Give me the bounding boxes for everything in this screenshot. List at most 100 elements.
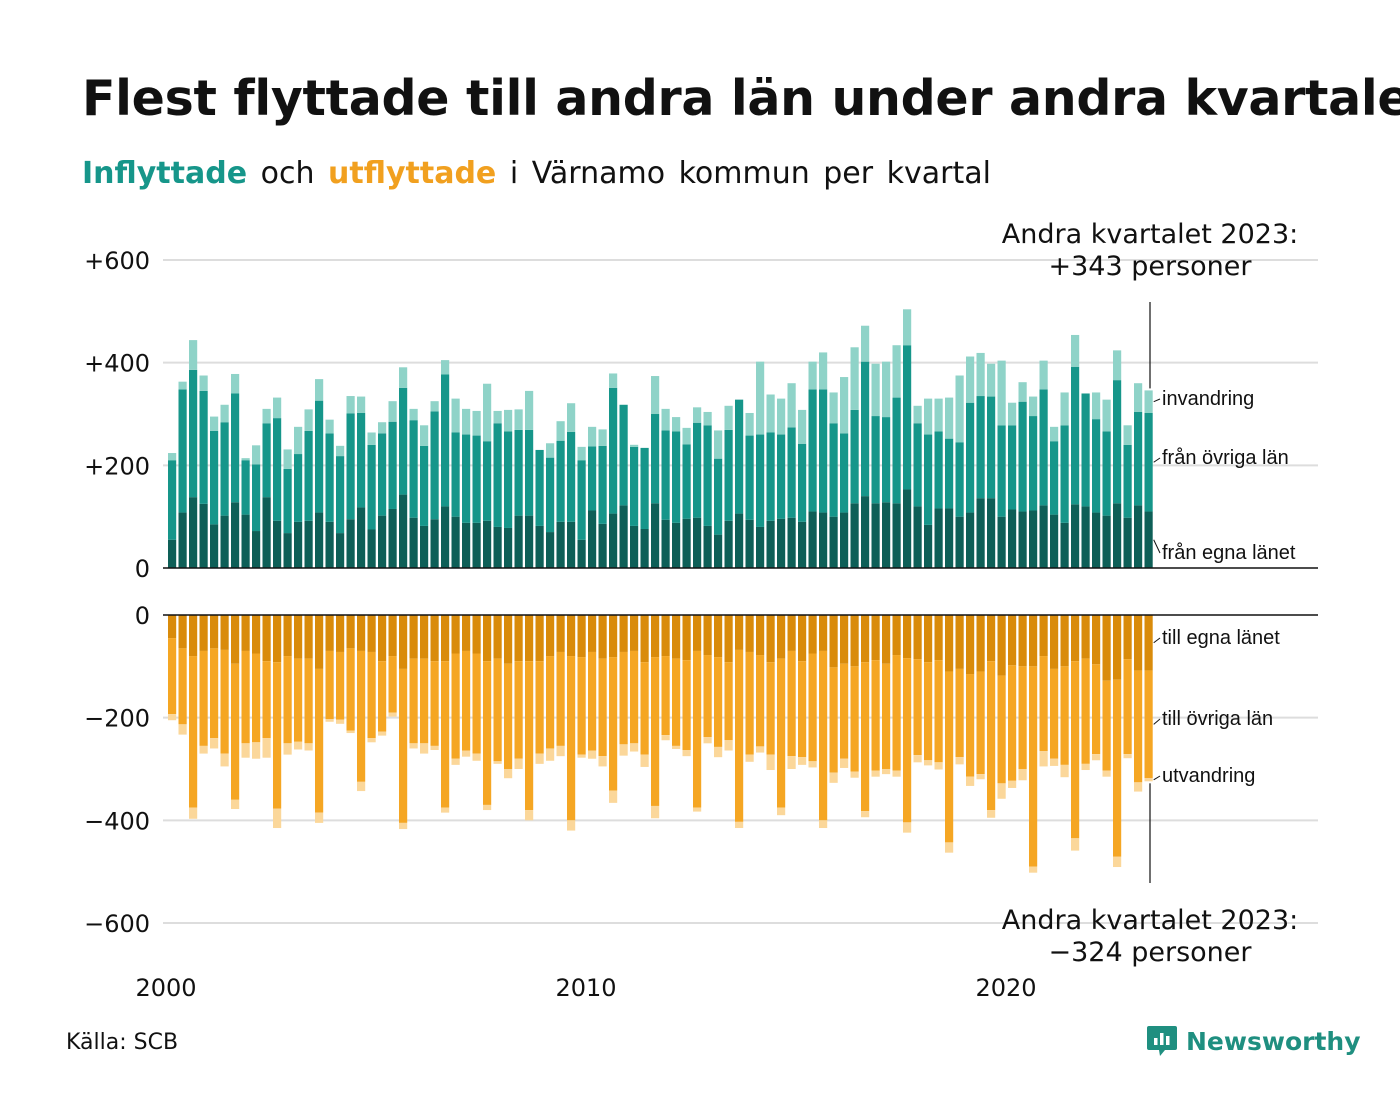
bar-out-own (777, 615, 786, 659)
bar-out-other (1134, 670, 1143, 783)
bar-in-other (703, 425, 712, 526)
bar-out-own (220, 615, 229, 650)
x-tick-label: 2020 (975, 974, 1036, 1002)
bar-in-other (661, 430, 670, 520)
bar-out-own (304, 615, 313, 659)
bar-out-other (745, 651, 754, 755)
bar-out-other (903, 658, 912, 823)
bar-in-immig (987, 363, 996, 397)
bar-in-other (735, 399, 744, 514)
bar-out-other (724, 662, 733, 741)
bar-in-own (525, 515, 534, 568)
bar-in-other (598, 445, 607, 524)
y-tick-label-bottom-zero: 0 (135, 602, 150, 630)
bar-out-own (451, 615, 460, 654)
bar-out-other (430, 661, 439, 746)
bar-in-immig (567, 403, 576, 432)
bar-in-own (1134, 505, 1143, 568)
bar-in-other (766, 432, 775, 521)
bar-out-other (388, 656, 397, 713)
bar-out-emig (798, 757, 807, 765)
bar-in-other (388, 421, 397, 509)
bar-out-own (798, 615, 807, 662)
bar-out-emig (693, 807, 702, 812)
source-label: Källa: SCB (66, 1030, 179, 1055)
bar-in-other (871, 416, 880, 504)
bar-in-other (630, 446, 639, 526)
bar-in-other (1029, 416, 1038, 511)
bar-in-immig (325, 419, 334, 434)
bar-out-emig (567, 820, 576, 831)
bar-in-other (567, 431, 576, 522)
bar-in-own (966, 512, 975, 568)
bar-in-own (346, 519, 355, 568)
y-tick-label-top: +400 (84, 350, 150, 378)
bar-in-other (1102, 431, 1111, 516)
series-label-out: utvandring (1162, 765, 1255, 787)
bar-out-own (420, 615, 429, 659)
bar-out-own (283, 615, 292, 657)
bar-in-own (567, 521, 576, 568)
bar-in-own (231, 502, 240, 568)
bar-in-other (252, 464, 261, 532)
bar-in-immig (210, 416, 219, 431)
bar-in-other (987, 396, 996, 499)
bar-in-other (945, 438, 954, 509)
bar-out-own (178, 615, 187, 649)
bar-in-other (168, 460, 177, 540)
bar-out-emig (997, 783, 1006, 799)
bar-in-own (735, 513, 744, 568)
bar-in-own (241, 514, 250, 568)
bar-in-own (861, 496, 870, 568)
bar-in-other (210, 430, 219, 525)
bar-out-own (1092, 615, 1101, 665)
bar-out-other (1113, 679, 1122, 857)
bar-in-other (451, 432, 460, 517)
bar-out-own (630, 615, 639, 651)
bar-out-other (651, 657, 660, 806)
bar-out-other (336, 651, 345, 720)
bar-out-other (483, 661, 492, 805)
bar-out-own (241, 615, 250, 651)
bar-out-emig (441, 807, 450, 813)
bar-in-immig (1050, 426, 1059, 442)
bar-out-other (693, 650, 702, 808)
bar-out-emig (787, 756, 796, 769)
annotation-top-line2: +343 personer (1048, 251, 1252, 282)
bar-in-other (798, 443, 807, 522)
bar-in-immig (798, 409, 807, 444)
bar-out-own (430, 615, 439, 662)
bar-in-immig (199, 375, 208, 391)
bar-out-emig (682, 749, 691, 757)
bar-in-own (388, 508, 397, 568)
bar-in-other (682, 444, 691, 519)
bar-out-emig (399, 822, 408, 830)
series-label-leader-out (1153, 775, 1161, 781)
bar-out-emig (546, 748, 555, 761)
bar-in-own (1060, 522, 1069, 568)
bar-out-emig (514, 758, 523, 769)
series-label-leader-in (1153, 457, 1161, 463)
bar-in-other (283, 468, 292, 534)
bar-in-other (220, 422, 229, 516)
bar-in-other (304, 430, 313, 521)
bar-in-other (441, 374, 450, 507)
bar-out-own (892, 615, 901, 656)
bar-in-other (787, 427, 796, 518)
bar-in-other (315, 400, 324, 513)
bar-out-emig (871, 770, 880, 777)
bar-in-other (294, 454, 303, 522)
y-tick-label-top: +600 (84, 247, 150, 275)
bar-in-immig (630, 444, 639, 447)
bar-in-immig (336, 445, 345, 457)
bar-out-own (819, 615, 828, 651)
bar-out-emig (808, 761, 817, 768)
bar-in-immig (252, 445, 261, 465)
bar-out-emig (724, 740, 733, 751)
y-tick-label-top: +200 (84, 452, 150, 480)
bar-in-other (588, 446, 597, 511)
bar-out-emig (168, 714, 177, 721)
series-label-leader-in (1153, 539, 1161, 554)
bar-in-other (231, 393, 240, 503)
bar-out-own (252, 615, 261, 654)
